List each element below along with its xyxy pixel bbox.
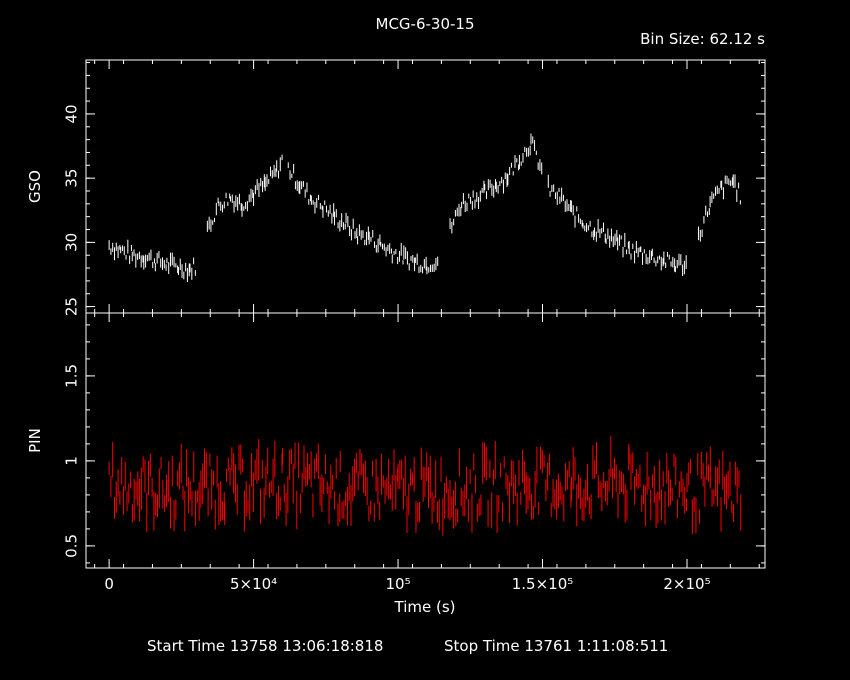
- gso-panel-ytick-label-2: 35: [63, 169, 81, 188]
- x-tick-label-2: 10⁵: [385, 575, 410, 593]
- pin-ylabel: PIN: [26, 428, 44, 453]
- stop-time-label: Stop Time 13761 1:11:08:511: [444, 637, 668, 655]
- gso-series: [108, 133, 741, 283]
- x-axis-label: Time (s): [394, 598, 456, 616]
- x-tick-label-3: 1.5×10⁵: [512, 575, 574, 593]
- gso-panel-ytick-label-0: 25: [63, 297, 81, 316]
- start-time-label: Start Time 13758 13:06:18:818: [147, 637, 383, 655]
- x-tick-label-4: 2×10⁵: [663, 575, 710, 593]
- pin-panel-ytick-label-1: 1: [63, 456, 81, 466]
- pin-panel-frame: [85, 312, 766, 569]
- pin-ticks: 0.5 1 1.5: [63, 313, 765, 568]
- pin-panel-ytick-label-2: 1.5: [63, 364, 81, 388]
- gso-panel-ytick-label-3: 40: [63, 104, 81, 123]
- pin-series: [108, 436, 742, 536]
- gso-ticks: 25 30 35 40: [63, 60, 765, 316]
- x-tick-label-1: 5×10⁴: [230, 575, 277, 593]
- chart-title: MCG-6-30-15: [376, 15, 475, 33]
- gso-panel-ytick-label-1: 30: [63, 233, 81, 252]
- pin-panel: 0.5 1 1.5 PIN: [26, 312, 766, 569]
- x-tick-labels: 0 5×10⁴ 10⁵ 1.5×10⁵ 2×10⁵: [104, 575, 710, 593]
- x-tick-label-0: 0: [104, 575, 114, 593]
- gso-panel: 25 30 35 40 GSO: [26, 59, 766, 316]
- pin-panel-ytick-label-0: 0.5: [63, 534, 81, 558]
- bin-size-label: Bin Size: 62.12 s: [640, 30, 765, 48]
- gso-ylabel: GSO: [26, 170, 44, 203]
